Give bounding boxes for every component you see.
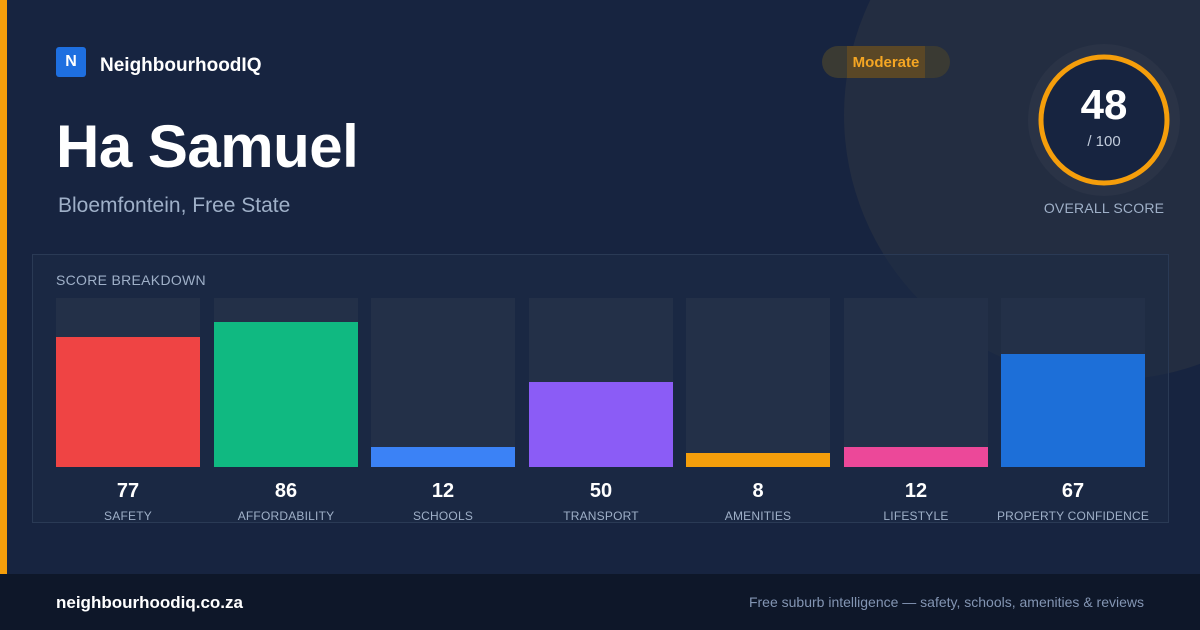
accent-bar — [0, 0, 7, 574]
score-bar-fill — [844, 447, 988, 467]
score-bar-value: 12 — [431, 480, 455, 502]
score-bar-fill — [686, 453, 830, 467]
score-bar-label: SAFETY — [104, 509, 152, 523]
score-bar-label: AFFORDABILITY — [237, 509, 335, 523]
score-bar-label: LIFESTYLE — [883, 509, 949, 523]
overall-score-value: 48 — [1080, 81, 1128, 128]
score-bar-value: 77 — [116, 480, 140, 502]
suburb-title: Ha Samuel — [56, 113, 359, 180]
brand-name: NeighbourhoodIQ — [100, 55, 262, 76]
score-bar-track — [214, 298, 358, 467]
score-bar-transport: 50 TRANSPORT — [529, 298, 673, 523]
score-bar-value: 50 — [589, 480, 613, 502]
score-bar-track — [56, 298, 200, 467]
overall-score-max: / 100 — [1087, 133, 1121, 150]
gauge-ring — [1028, 44, 1180, 196]
score-bar-track — [844, 298, 988, 467]
score-bar-value: 12 — [904, 480, 928, 502]
score-bar-track — [1001, 298, 1145, 467]
score-bar-track — [686, 298, 830, 467]
brand[interactable]: N NeighbourhoodIQ — [56, 46, 261, 78]
score-bar-value: 8 — [752, 480, 764, 502]
score-bar-amenities: 8 AMENITIES — [686, 298, 830, 523]
overall-score-caption: OVERALL SCORE — [1043, 200, 1165, 216]
score-bar-property-confidence: 67 PROPERTY CONFIDENCE — [997, 298, 1149, 523]
score-bar-fill — [529, 382, 673, 467]
score-bar-affordability: 86 AFFORDABILITY — [214, 298, 358, 523]
score-bar-fill — [56, 337, 200, 467]
suburb-location: Bloemfontein, Free State — [58, 194, 291, 217]
rating-badge: Moderate — [822, 46, 950, 78]
score-bar-value: 67 — [1061, 480, 1085, 502]
score-breakdown-title: SCORE BREAKDOWN — [56, 272, 206, 288]
footer-tagline: Free suburb intelligence — safety, schoo… — [748, 594, 1144, 610]
score-bar-label: AMENITIES — [724, 509, 792, 523]
gauge-ring-stroke — [1038, 54, 1170, 186]
score-bar-safety: 77 SAFETY — [56, 298, 200, 523]
score-bar-fill — [214, 322, 358, 467]
footer-url-link[interactable]: neighbourhoodiq.co.za — [56, 593, 243, 612]
score-bar-track — [529, 298, 673, 467]
score-bar-lifestyle: 12 LIFESTYLE — [844, 298, 988, 523]
score-bar-value: 86 — [274, 480, 298, 502]
overall-score-gauge: 48 / 100 — [1028, 44, 1180, 196]
score-breakdown-panel: SCORE BREAKDOWN 77 SAFETY 86 AFFORDABILITY 1… — [32, 254, 1169, 523]
score-bar-label: SCHOOLS — [412, 509, 474, 523]
score-breakdown-bars: 77 SAFETY 86 AFFORDABILITY 12 SCHOOLS 50 TRANSP… — [56, 298, 1149, 523]
score-bar-fill — [371, 447, 515, 467]
score-bar-label: TRANSPORT — [563, 509, 639, 523]
score-bar-track — [371, 298, 515, 467]
brand-logo-icon: N — [56, 47, 86, 77]
rating-badge-label: Moderate — [847, 46, 925, 78]
score-bar-label: PROPERTY CONFIDENCE — [996, 509, 1150, 523]
score-bar-schools: 12 SCHOOLS — [371, 298, 515, 523]
score-bar-fill — [1001, 354, 1145, 467]
footer: neighbourhoodiq.co.za Free suburb intell… — [0, 574, 1200, 630]
